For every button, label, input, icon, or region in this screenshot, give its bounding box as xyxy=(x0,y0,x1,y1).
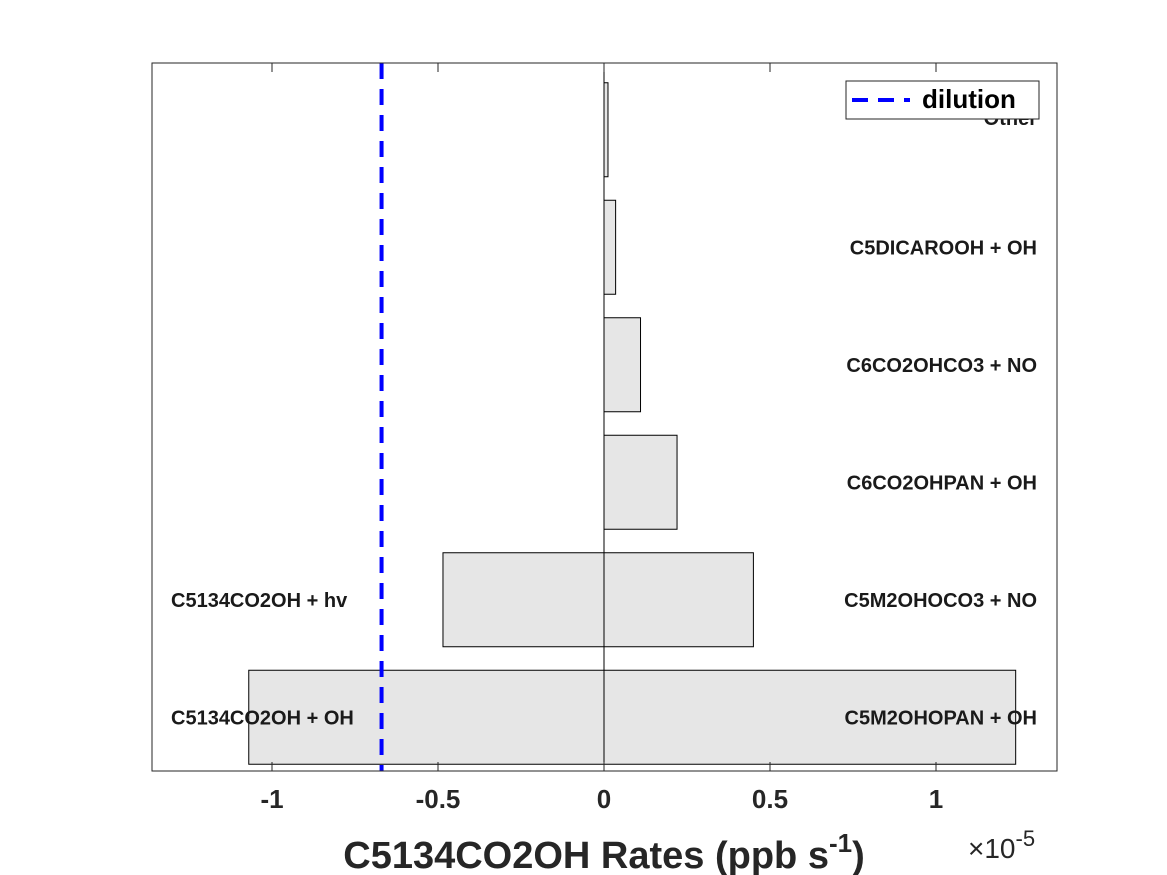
x-axis-title: C5134CO2OH Rates (ppb s-1) xyxy=(343,828,865,875)
positive-bar-label-1: C5M2OHOCO3 + NO xyxy=(844,590,1037,612)
x-axis-multiplier: ×10-5 xyxy=(968,826,1035,864)
x-tick-label-1: -0.5 xyxy=(416,784,461,814)
legend-label: dilution xyxy=(922,84,1016,114)
x-tick-label-0: -1 xyxy=(260,784,283,814)
positive-bar-5 xyxy=(603,82,609,178)
negative-bar-0 xyxy=(248,669,605,765)
positive-bar-1 xyxy=(603,552,754,648)
bar-labels: C5M2OHOPAN + OH C5M2OHOCO3 + NO C6CO2OHPAN… xyxy=(171,108,1037,730)
legend: dilution xyxy=(845,80,1040,120)
positive-bar-label-0: C5M2OHOPAN + OH xyxy=(845,707,1037,729)
negative-bar-label-1: C5134CO2OH + hv xyxy=(171,590,348,612)
x-tick-label-4: 1 xyxy=(929,784,943,814)
positive-bar-label-2: C6CO2OHPAN + OH xyxy=(847,472,1037,494)
positive-bar-4 xyxy=(603,199,617,295)
positive-bar-3 xyxy=(603,317,642,413)
x-axis-ticks: -1 -0.5 0 0.5 1 xyxy=(260,63,943,814)
negative-bar-1 xyxy=(442,552,605,648)
x-axis-title-superscript: -1 xyxy=(829,828,852,858)
bars-layer xyxy=(248,82,1017,765)
positive-bar-label-3: C6CO2OHCO3 + NO xyxy=(846,355,1037,377)
positive-bar-label-4: C5DICAROOH + OH xyxy=(850,237,1037,259)
x-axis-multiplier-exponent: -5 xyxy=(1016,826,1036,851)
x-tick-label-3: 0.5 xyxy=(752,784,788,814)
negative-bar-label-0: C5134CO2OH + OH xyxy=(171,707,354,729)
positive-bar-2 xyxy=(603,434,678,530)
positive-bar-0 xyxy=(603,669,1017,765)
x-tick-label-2: 0 xyxy=(597,784,611,814)
